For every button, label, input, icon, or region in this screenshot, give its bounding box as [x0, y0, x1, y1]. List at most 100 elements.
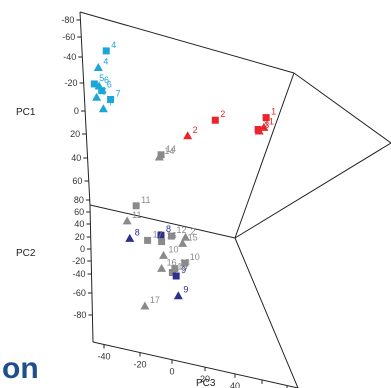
data-point-label: 8 — [166, 224, 171, 234]
data-point-triangle — [181, 232, 190, 241]
data-point-triangle — [178, 238, 188, 247]
data-point-square — [157, 231, 165, 239]
data-point-triangle — [173, 291, 183, 300]
data-point-label: 14 — [166, 144, 176, 154]
data-point-label: 2 — [193, 125, 198, 135]
data-point-label: 1 — [271, 107, 276, 117]
plot-box-frame — [79, 11, 391, 388]
data-point-triangle — [259, 122, 269, 131]
data-point-label: 1 — [269, 116, 274, 126]
box-edge — [89, 204, 236, 239]
pc3-tick-label: 40 — [230, 381, 240, 388]
data-point-label: 11 — [141, 195, 150, 205]
data-point-label: 10 — [190, 252, 200, 262]
pc3-tick-label: 60 — [257, 387, 267, 388]
data-point-label: 6 — [104, 75, 109, 85]
axis-ticks: -80-60-40-200204060806040200-20-40-60-80… — [61, 15, 288, 388]
data-point-square — [172, 272, 180, 280]
pc2-tick-label: 0 — [80, 244, 85, 254]
pc3-tick-label: -40 — [97, 351, 110, 361]
pc1-tick-label: 20 — [70, 129, 80, 139]
pc2-tick-label: -40 — [73, 269, 86, 279]
data-point-triangle — [159, 250, 169, 259]
data-point-square — [168, 269, 176, 276]
data-point-triangle — [93, 63, 103, 71]
data-point-label: 3 — [263, 119, 268, 129]
data-point-label: 15 — [188, 232, 198, 242]
data-point-label: 17 — [153, 229, 163, 239]
data-point-label: 7 — [116, 88, 121, 98]
pc1-tick-label: -20 — [65, 78, 78, 88]
box-edge — [234, 72, 295, 239]
data-point-label: 7 — [108, 98, 113, 108]
data-point-label: 12 — [177, 225, 187, 235]
pc2-tick-label: 40 — [74, 219, 84, 229]
data-point-label: 4 — [103, 57, 108, 67]
pc1-tick-label: 60 — [72, 176, 82, 186]
data-point-label: 5 — [102, 86, 107, 96]
data-point-triangle — [92, 92, 102, 101]
data-point-square — [90, 80, 98, 88]
pc3-tick-label: -20 — [133, 360, 146, 370]
cropped-heading-text: on — [2, 352, 39, 385]
data-point-square — [98, 87, 106, 95]
pc1-axis-label: PC1 — [16, 107, 36, 118]
data-point-triangle — [98, 104, 108, 113]
data-point-triangle — [122, 216, 132, 225]
data-point-label: 9 — [183, 285, 188, 295]
data-point-label: 4 — [111, 40, 116, 50]
data-point-label: 17 — [150, 295, 160, 305]
data-point-label: 2 — [220, 109, 225, 119]
data-point-label: 16 — [167, 231, 177, 241]
data-point-square — [211, 116, 219, 124]
data-point-triangle — [254, 126, 264, 135]
data-point-square — [144, 236, 152, 244]
pc3-tick-label: 20 — [200, 374, 210, 384]
pc2-tick-label: -20 — [72, 256, 85, 266]
data-point-label: 2 — [191, 226, 196, 236]
data-point-square — [132, 202, 140, 210]
data-point-triangle — [154, 152, 164, 161]
data-point-label: 3 — [264, 120, 269, 130]
data-point-label: 15 — [177, 262, 187, 272]
pc1-tick-label: -60 — [62, 32, 75, 42]
pc2-tick-label: 80 — [74, 195, 84, 205]
data-point-square — [157, 151, 165, 159]
data-point-square — [158, 238, 166, 246]
pc1-tick-label: -40 — [63, 52, 76, 62]
data-point-triangle — [183, 131, 193, 140]
data-point-label: 8 — [135, 227, 140, 237]
pc2-axis-label: PC2 — [16, 248, 36, 259]
data-point-triangle — [94, 81, 104, 90]
pc1-tick-label: 40 — [71, 153, 81, 163]
data-point-square — [262, 114, 270, 122]
pc3-axis-label: PC3 — [196, 378, 216, 388]
pc2-tick-label: -60 — [73, 288, 86, 298]
data-point-triangle — [157, 263, 167, 272]
box-edge — [234, 237, 299, 388]
box-edge — [79, 11, 91, 206]
pc2-tick-label: 60 — [74, 207, 84, 217]
data-point-label: 6 — [107, 80, 112, 90]
data-point-label: 10 — [169, 244, 179, 254]
pc1-tick-label: 0 — [74, 106, 79, 116]
pc2-tick-label: -80 — [73, 310, 86, 320]
data-point-triangle — [125, 233, 135, 242]
box-edge — [79, 11, 295, 74]
pc3-tick-label: 0 — [169, 367, 174, 377]
data-point-square — [171, 265, 179, 273]
data-point-label: 13 — [180, 258, 190, 268]
data-point-square — [107, 95, 115, 103]
pc1-tick-label: -80 — [61, 15, 74, 25]
pc2-tick-label: 20 — [75, 232, 85, 242]
data-point-triangle — [140, 301, 150, 310]
data-point-label: 11 — [132, 210, 141, 220]
box-edge — [293, 72, 391, 144]
data-point-square — [102, 47, 110, 55]
data-point-square — [181, 259, 189, 267]
data-point-square — [168, 232, 175, 240]
data-point-label: 5 — [99, 73, 104, 83]
box-edge — [92, 341, 299, 388]
